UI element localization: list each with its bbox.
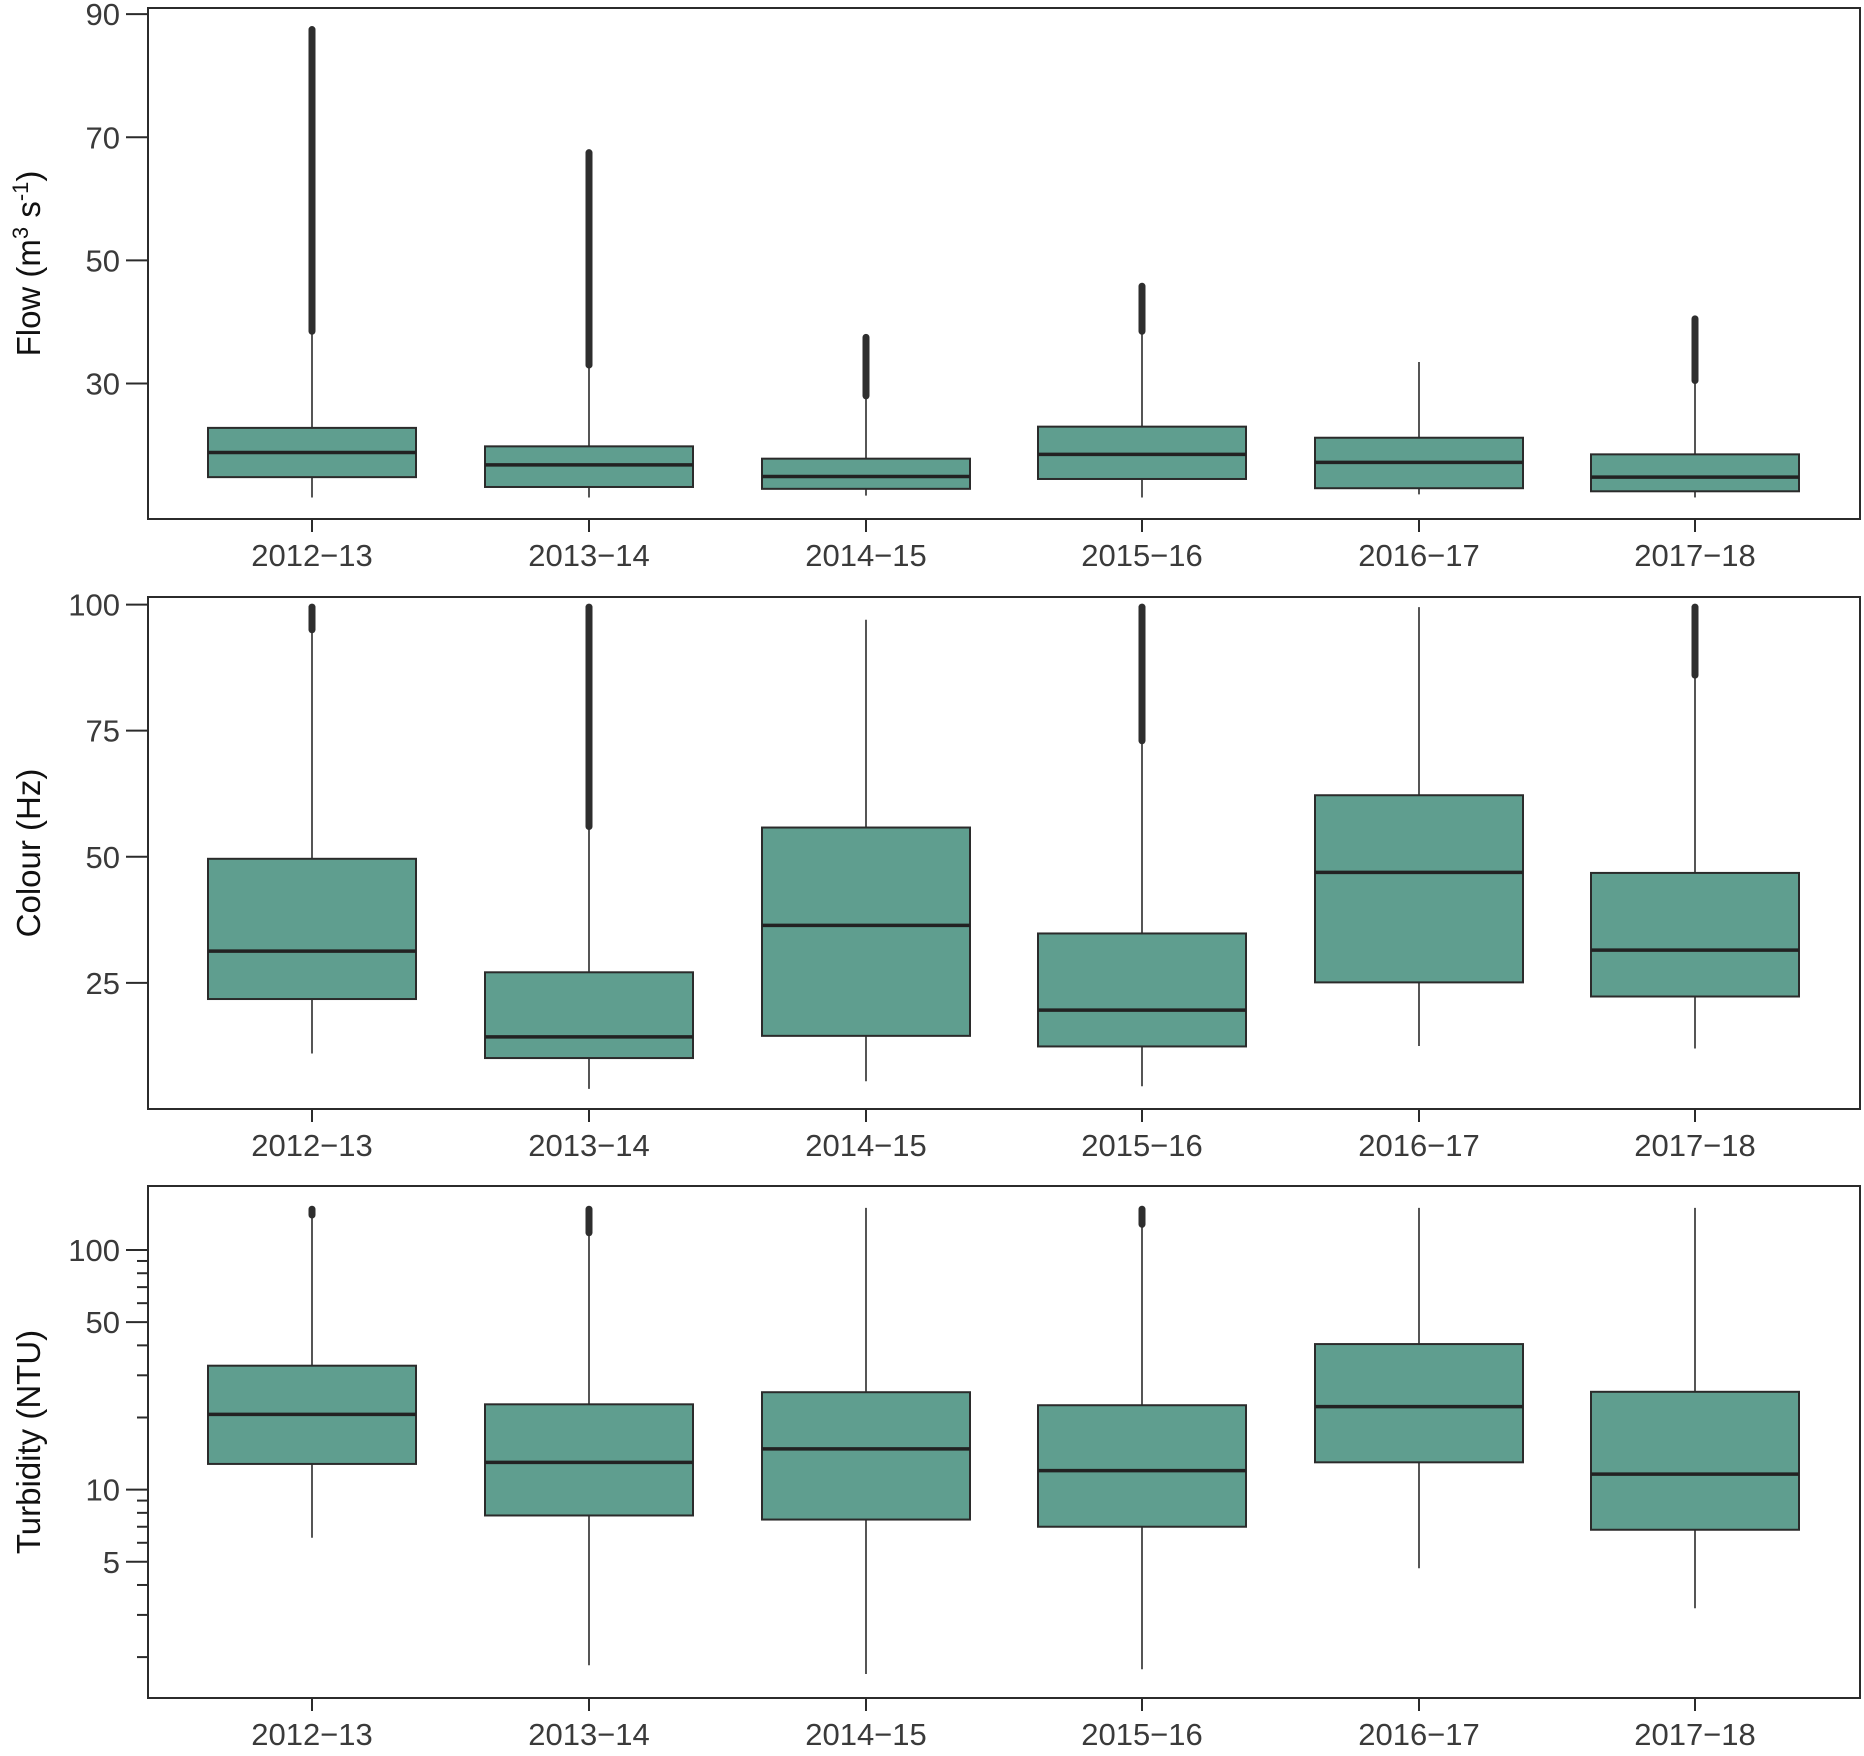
y-tick-label: 50 — [86, 1305, 120, 1340]
x-tick-label: 2015−16 — [1081, 538, 1203, 573]
x-tick-label: 2015−16 — [1081, 1128, 1203, 1163]
box-iqr — [484, 445, 694, 488]
y-tick-label: 5 — [103, 1545, 120, 1580]
y-tick-label: 70 — [86, 120, 120, 155]
box-iqr — [484, 1403, 694, 1517]
box-1 — [207, 26, 417, 498]
x-tick-label: 2016−17 — [1358, 1128, 1480, 1163]
panel-1: 30 50 70 90 Flow (m3 s-1) 2012−13 2013−14 2014−… — [8, 0, 1861, 573]
box-iqr — [1314, 794, 1524, 984]
panel-3: 5 10 50 100 Turbidity (NTU) 2012−13 2013−14 201… — [10, 1185, 1861, 1752]
box-iqr — [207, 857, 417, 1001]
y-axis-title: Colour (Hz) — [10, 769, 47, 938]
box-iqr — [1314, 1343, 1524, 1464]
x-tick-label: 2017−18 — [1634, 1717, 1756, 1752]
y-axis-title: Turbidity (NTU) — [10, 1330, 47, 1554]
box-6 — [1590, 603, 1800, 1049]
x-tick-label: 2017−18 — [1634, 538, 1756, 573]
x-tick-label: 2013−14 — [528, 538, 650, 573]
box-iqr — [1590, 871, 1800, 998]
y-tick-label: 25 — [86, 966, 120, 1001]
box-5 — [1314, 607, 1524, 1046]
x-tick-label: 2014−15 — [805, 1717, 927, 1752]
x-tick-label: 2013−14 — [528, 1717, 650, 1752]
y-tick-label: 75 — [86, 714, 120, 749]
box-iqr — [761, 1391, 971, 1521]
x-tick-label: 2014−15 — [805, 538, 927, 573]
box-4 — [1037, 1205, 1247, 1670]
box-3 — [761, 333, 971, 496]
box-2 — [484, 603, 694, 1089]
y-tick-label: 50 — [86, 243, 120, 278]
y-tick-label: 90 — [86, 0, 120, 32]
y-tick-label: 100 — [68, 588, 120, 623]
plot-frame — [147, 596, 1861, 1110]
x-tick-label: 2017−18 — [1634, 1128, 1756, 1163]
box-3 — [761, 1207, 971, 1675]
x-tick-label: 2012−13 — [251, 538, 373, 573]
y-tick-label: 100 — [68, 1233, 120, 1268]
box-6 — [1590, 315, 1800, 498]
box-iqr — [761, 457, 971, 490]
box-iqr — [484, 971, 694, 1060]
box-1 — [207, 603, 417, 1054]
box-5 — [1314, 1207, 1524, 1569]
box-iqr — [1590, 453, 1800, 493]
box-4 — [1037, 282, 1247, 498]
x-tick-label: 2016−17 — [1358, 538, 1480, 573]
y-axis-title: Flow (m3 s-1) — [8, 171, 48, 357]
plot-frame — [147, 1185, 1861, 1699]
y-tick-label: 50 — [86, 840, 120, 875]
box-2 — [484, 1205, 694, 1666]
box-1 — [207, 1205, 417, 1538]
box-iqr — [1590, 1390, 1800, 1531]
x-tick-label: 2016−17 — [1358, 1717, 1480, 1752]
box-4 — [1037, 603, 1247, 1087]
box-6 — [1590, 1207, 1800, 1609]
y-tick-label: 30 — [86, 367, 120, 402]
panel-2: 25 50 75 100 Colour (Hz) 2012−13 2013−14 2014−1… — [10, 588, 1861, 1163]
x-tick-label: 2013−14 — [528, 1128, 650, 1163]
box-5 — [1314, 362, 1524, 495]
box-iqr — [1037, 932, 1247, 1048]
x-tick-label: 2012−13 — [251, 1717, 373, 1752]
box-2 — [484, 149, 694, 498]
plot-frame — [147, 7, 1861, 520]
y-tick-label: 10 — [86, 1473, 120, 1508]
x-tick-label: 2012−13 — [251, 1128, 373, 1163]
box-3 — [761, 619, 971, 1082]
box-iqr — [1037, 1404, 1247, 1528]
box-iqr — [761, 826, 971, 1037]
x-tick-label: 2014−15 — [805, 1128, 927, 1163]
x-tick-label: 2015−16 — [1081, 1717, 1203, 1752]
